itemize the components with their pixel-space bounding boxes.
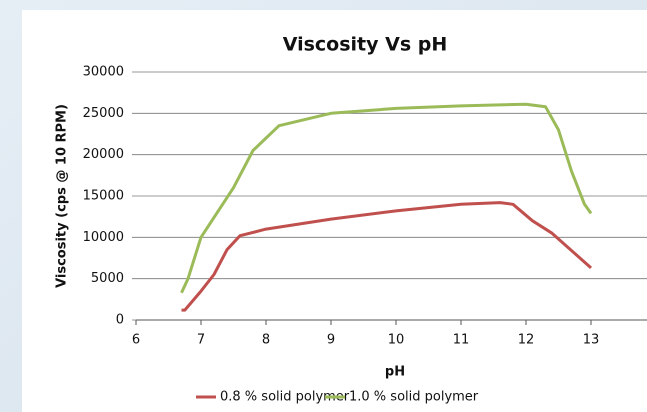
x-tick-label: 11 [453,333,470,348]
y-axis-label: Viscosity (cps @ 10 RPM) [55,104,70,288]
y-tick-label: 15000 [83,189,124,204]
x-axis-label: pH [385,365,405,380]
x-tick-label: 7 [197,333,205,348]
y-tick-label: 5000 [91,271,124,286]
legend-label: 0.8 % solid polymer [220,390,350,405]
y-tick-label: 30000 [83,65,124,80]
y-tick-label: 25000 [83,106,124,121]
x-tick-label: 13 [583,333,600,348]
y-tick-label: 20000 [83,147,124,162]
series-line [181,201,592,312]
y-tick-label: 10000 [83,230,124,245]
card [22,10,647,412]
x-tick-label: 9 [327,333,335,348]
x-tick-label: 12 [518,333,535,348]
x-tick-label: 6 [132,333,140,348]
chart-title: Viscosity Vs pH [283,34,448,56]
y-tick-label: 0 [116,313,124,328]
x-tick-label: 10 [388,333,405,348]
series-line [180,102,593,294]
legend-label: 1.0 % solid polymer [349,390,479,405]
x-tick-label: 8 [262,333,270,348]
